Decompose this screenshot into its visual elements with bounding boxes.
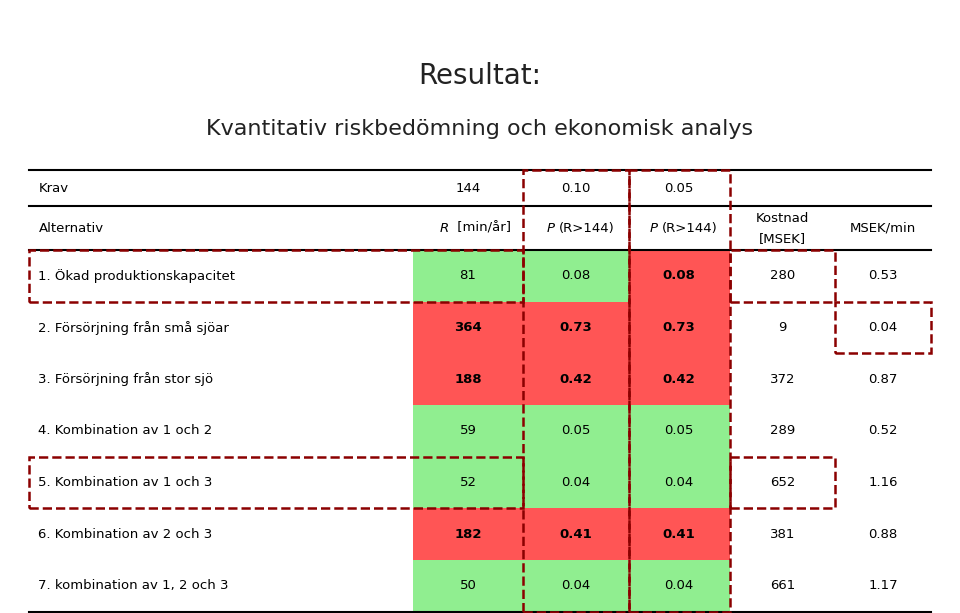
- Text: Alternativ: Alternativ: [38, 222, 104, 235]
- Bar: [523, 560, 629, 612]
- Text: 0.53: 0.53: [869, 269, 898, 283]
- Text: 0.05: 0.05: [664, 181, 694, 194]
- Bar: [629, 405, 730, 457]
- Text: 0.04: 0.04: [562, 579, 590, 592]
- Text: 0.10: 0.10: [562, 181, 590, 194]
- Bar: [523, 302, 629, 353]
- Text: 59: 59: [460, 424, 476, 437]
- Bar: [629, 353, 730, 405]
- Text: Krav: Krav: [38, 181, 68, 194]
- Text: (R>144): (R>144): [662, 222, 718, 235]
- Bar: [523, 405, 629, 457]
- Bar: [413, 508, 523, 560]
- Text: Kostnad: Kostnad: [756, 211, 809, 224]
- Bar: [413, 250, 523, 302]
- Text: Kvantitativ riskbedömning och ekonomisk analys: Kvantitativ riskbedömning och ekonomisk …: [206, 120, 754, 140]
- Bar: [523, 170, 629, 612]
- Text: 0.08: 0.08: [562, 269, 590, 283]
- Text: 0.05: 0.05: [664, 424, 694, 437]
- Text: P: P: [650, 222, 659, 235]
- Text: 652: 652: [770, 476, 795, 489]
- Text: 0.41: 0.41: [560, 528, 592, 541]
- Text: 0.52: 0.52: [869, 424, 898, 437]
- Bar: [629, 170, 730, 612]
- Bar: [523, 353, 629, 405]
- Text: 1.16: 1.16: [869, 476, 898, 489]
- Bar: [413, 302, 523, 353]
- Bar: [730, 457, 835, 508]
- Bar: [523, 508, 629, 560]
- Text: 50: 50: [460, 579, 476, 592]
- Text: 1. Ökad produktionskapacitet: 1. Ökad produktionskapacitet: [38, 269, 235, 283]
- Text: 0.42: 0.42: [560, 373, 592, 386]
- Text: (R>144): (R>144): [559, 222, 614, 235]
- Bar: [413, 353, 523, 405]
- Text: 0.42: 0.42: [662, 373, 696, 386]
- Text: 0.88: 0.88: [869, 528, 898, 541]
- Text: 381: 381: [770, 528, 795, 541]
- Text: 2. Försörjning från små sjöar: 2. Försörjning från små sjöar: [38, 321, 229, 335]
- Text: 0.08: 0.08: [662, 269, 696, 283]
- Bar: [629, 302, 730, 353]
- Text: 182: 182: [454, 528, 482, 541]
- Text: 0.87: 0.87: [869, 373, 898, 386]
- Text: CHALMERS: CHALMERS: [21, 11, 132, 29]
- Text: P: P: [547, 222, 555, 235]
- Text: Resultat:: Resultat:: [419, 62, 541, 89]
- Text: 6. Kombination av 2 och 3: 6. Kombination av 2 och 3: [38, 528, 213, 541]
- Text: 280: 280: [770, 269, 795, 283]
- Bar: [413, 457, 523, 508]
- Bar: [523, 457, 629, 508]
- Text: 1.17: 1.17: [869, 579, 898, 592]
- Bar: [523, 250, 629, 302]
- Text: 0.04: 0.04: [869, 321, 898, 334]
- Text: 0.04: 0.04: [562, 476, 590, 489]
- Text: 0.41: 0.41: [662, 528, 696, 541]
- Text: 0.73: 0.73: [560, 321, 592, 334]
- Text: R: R: [440, 222, 448, 235]
- Text: 81: 81: [460, 269, 476, 283]
- Text: 0.04: 0.04: [664, 579, 694, 592]
- Text: 0.73: 0.73: [662, 321, 696, 334]
- Text: 364: 364: [454, 321, 482, 334]
- Bar: [629, 560, 730, 612]
- Text: 0.04: 0.04: [664, 476, 694, 489]
- Bar: [835, 302, 931, 353]
- Bar: [629, 250, 730, 302]
- Text: 52: 52: [460, 476, 476, 489]
- Bar: [413, 405, 523, 457]
- Bar: [629, 508, 730, 560]
- Text: 4. Kombination av 1 och 2: 4. Kombination av 1 och 2: [38, 424, 213, 437]
- Text: 3. Försörjning från stor sjö: 3. Försörjning från stor sjö: [38, 372, 213, 386]
- Text: 144: 144: [455, 181, 481, 194]
- Text: 7. kombination av 1, 2 och 3: 7. kombination av 1, 2 och 3: [38, 579, 228, 592]
- Text: 372: 372: [770, 373, 795, 386]
- Bar: [29, 250, 523, 302]
- Text: [MSEK]: [MSEK]: [758, 232, 806, 245]
- Bar: [413, 560, 523, 612]
- Text: 0.05: 0.05: [562, 424, 590, 437]
- Text: MSEK/min: MSEK/min: [850, 222, 917, 235]
- Text: Chalmers University of Technology: Chalmers University of Technology: [699, 13, 939, 27]
- Text: 289: 289: [770, 424, 795, 437]
- Text: 661: 661: [770, 579, 795, 592]
- Text: 9: 9: [779, 321, 786, 334]
- Text: 188: 188: [454, 373, 482, 386]
- Bar: [730, 250, 835, 302]
- Bar: [629, 457, 730, 508]
- Text: 5. Kombination av 1 och 3: 5. Kombination av 1 och 3: [38, 476, 213, 489]
- Text: [min/år]: [min/år]: [453, 222, 511, 235]
- Bar: [29, 457, 523, 508]
